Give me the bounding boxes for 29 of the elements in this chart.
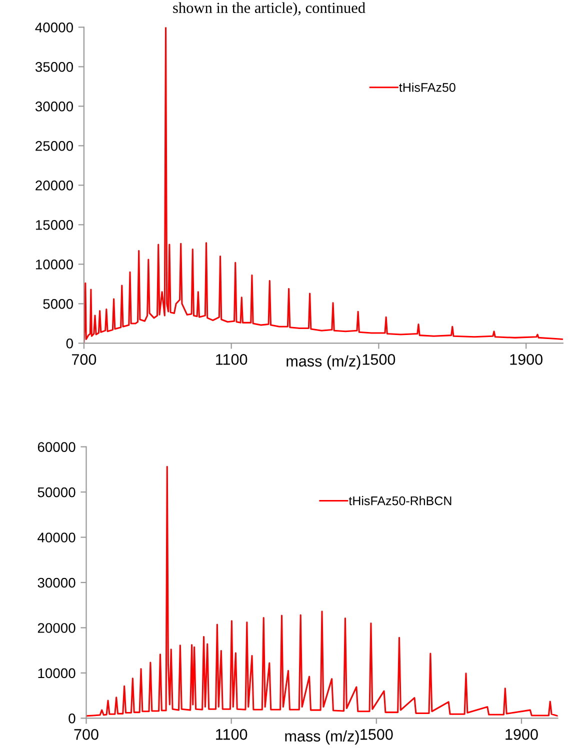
y-tick-label: 10000 [38, 668, 76, 678]
y-tick-label: 30000 [38, 578, 76, 588]
y-tick-label: 40000 [35, 22, 73, 32]
legend-label: tHisFAz50 [399, 82, 456, 92]
x-axis-title: mass (m/z) [285, 730, 359, 745]
x-tick-label: 1500 [360, 729, 393, 740]
x-tick-label: 1900 [506, 729, 538, 740]
y-tick-label: 10000 [36, 260, 73, 270]
legend-label: tHisFAz50-RhBCN [348, 496, 452, 506]
y-tick-label: 40000 [38, 532, 76, 542]
x-tick-label: 1100 [216, 354, 248, 365]
y-tick-label: 30000 [35, 102, 73, 112]
y-tick-label: 35000 [35, 62, 73, 72]
x-tick-label: 700 [74, 729, 98, 740]
y-tick-label: 0 [66, 338, 73, 348]
y-tick-label: 25000 [36, 141, 73, 151]
x-axis-title: mass (m/z) [286, 355, 360, 370]
y-tick-label: 20000 [36, 180, 73, 190]
x-tick-label: 1900 [510, 354, 542, 365]
x-tick-label: 1500 [362, 354, 396, 365]
y-tick-label: 5000 [43, 299, 73, 309]
x-tick-label: 700 [72, 354, 96, 365]
x-tick-label: 1100 [216, 729, 248, 740]
y-tick-label: 60000 [38, 442, 76, 452]
y-tick-label: 20000 [38, 623, 76, 633]
text: shown in the article), continued [173, 2, 366, 16]
y-tick-label: 15000 [36, 220, 73, 230]
y-tick-label: 0 [68, 714, 76, 724]
y-tick-label: 50000 [38, 487, 76, 498]
